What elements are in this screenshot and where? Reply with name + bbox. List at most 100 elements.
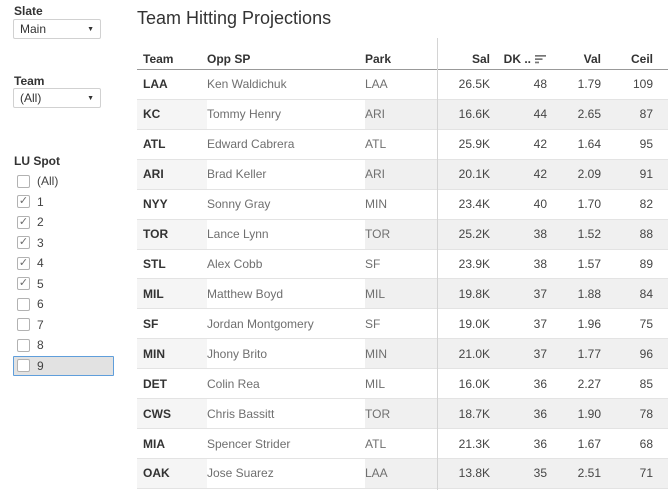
checkbox[interactable]: ✓ [17, 277, 30, 291]
cell-sal[interactable]: 23.9K [458, 256, 490, 271]
sort-descending-icon[interactable] [535, 54, 547, 64]
cell-dk[interactable]: 35 [490, 458, 547, 488]
cell-team[interactable]: CWS [137, 399, 207, 429]
cell-park[interactable]: LAA [365, 458, 437, 488]
lu-spot-option[interactable]: ✓ 1 [13, 192, 114, 213]
table-row[interactable]: ARI Brad Keller ARI 20.1K 42 2.09 91 [137, 159, 668, 190]
checkbox-label[interactable]: (All) [37, 174, 59, 189]
cell-val[interactable]: 2.09 [547, 159, 601, 189]
cell-sal[interactable]: 21.3K [458, 436, 490, 451]
cell-ceil[interactable]: 82 [639, 197, 653, 212]
table-row[interactable]: TOR Lance Lynn TOR 25.2K 38 1.52 88 [137, 219, 668, 250]
cell-dk[interactable]: 44 [490, 99, 547, 129]
checkbox-label[interactable]: 5 [37, 276, 44, 291]
cell-oppsp[interactable]: Jhony Brito [207, 339, 365, 369]
cell-park[interactable]: MIN [365, 339, 437, 369]
table-row[interactable]: STL Alex Cobb SF 23.9K 38 1.57 89 [137, 250, 668, 280]
checkbox-label[interactable]: 6 [37, 297, 44, 312]
cell-val[interactable]: 1.88 [547, 279, 601, 309]
cell-val[interactable]: 2.65 [547, 99, 601, 129]
cell-ceil[interactable]: 109 [632, 77, 653, 92]
cell-ceil[interactable]: 91 [601, 159, 653, 189]
cell-val[interactable]: 1.96 [577, 316, 601, 331]
lu-spot-option[interactable]: 9 [13, 355, 114, 376]
checkbox[interactable] [17, 338, 30, 352]
lu-spot-option[interactable]: ✓ 2 [13, 212, 114, 233]
column-header-val[interactable]: Val [583, 51, 601, 66]
checkbox[interactable]: ✓ [17, 236, 30, 250]
cell-val[interactable]: 1.70 [577, 197, 601, 212]
cell-dk[interactable]: 36 [490, 399, 547, 429]
cell-park[interactable]: ATL [365, 436, 387, 451]
cell-dk[interactable]: 42 [490, 159, 547, 189]
cell-val[interactable]: 1.67 [577, 436, 601, 451]
cell-oppsp[interactable]: Chris Bassitt [207, 399, 365, 429]
cell-team[interactable]: NYY [143, 197, 168, 212]
cell-team[interactable]: DET [143, 376, 167, 391]
slate-dropdown[interactable]: Main ▼ [13, 19, 101, 39]
cell-park[interactable]: TOR [365, 219, 437, 249]
table-row[interactable]: OAK Jose Suarez LAA 13.8K 35 2.51 71 [137, 458, 668, 489]
column-header-park[interactable]: Park [365, 51, 392, 66]
column-header-sal[interactable]: Sal [471, 51, 490, 66]
lu-spot-option[interactable]: 8 [13, 335, 114, 356]
cell-sal[interactable]: 23.4K [458, 197, 490, 212]
checkbox-label[interactable]: 1 [37, 194, 44, 209]
cell-ceil[interactable]: 75 [639, 316, 653, 331]
checkbox[interactable]: ✓ [17, 195, 30, 209]
cell-sal[interactable]: 16.0K [458, 376, 490, 391]
column-header-team[interactable]: Team [143, 51, 174, 66]
cell-oppsp[interactable]: Alex Cobb [207, 256, 263, 271]
cell-val[interactable]: 1.57 [577, 256, 601, 271]
cell-oppsp[interactable]: Brad Keller [207, 159, 365, 189]
cell-val[interactable]: 2.27 [577, 376, 601, 391]
cell-team[interactable]: STL [143, 256, 166, 271]
checkbox-label[interactable]: 7 [37, 317, 44, 332]
cell-dk[interactable]: 36 [533, 436, 547, 451]
cell-oppsp[interactable]: Jose Suarez [207, 458, 365, 488]
lu-spot-option[interactable]: ✓ 4 [13, 253, 114, 274]
cell-oppsp[interactable]: Colin Rea [207, 376, 260, 391]
cell-sal[interactable]: 19.0K [458, 316, 490, 331]
checkbox[interactable]: ✓ [17, 256, 30, 270]
cell-ceil[interactable]: 96 [601, 339, 653, 369]
cell-park[interactable]: SF [365, 316, 381, 331]
cell-val[interactable]: 1.79 [577, 77, 601, 92]
cell-ceil[interactable]: 68 [639, 436, 653, 451]
table-row[interactable]: NYY Sonny Gray MIN 23.4K 40 1.70 82 [137, 190, 668, 220]
cell-park[interactable]: ATL [365, 137, 387, 152]
lu-spot-option[interactable]: ✓ 5 [13, 274, 114, 295]
checkbox-label[interactable]: 2 [37, 215, 44, 230]
cell-park[interactable]: MIN [365, 197, 387, 212]
cell-dk[interactable]: 40 [533, 197, 547, 212]
cell-team[interactable]: KC [137, 99, 207, 129]
checkbox-label[interactable]: 8 [37, 338, 44, 353]
cell-park[interactable]: LAA [365, 77, 388, 92]
table-row[interactable]: MIN Jhony Brito MIN 21.0K 37 1.77 96 [137, 339, 668, 370]
cell-team[interactable]: ATL [143, 137, 166, 152]
cell-sal[interactable]: 20.1K [437, 159, 490, 189]
cell-ceil[interactable]: 95 [639, 137, 653, 152]
cell-team[interactable]: LAA [143, 77, 168, 92]
team-dropdown[interactable]: (All) ▼ [13, 88, 101, 108]
cell-sal[interactable]: 25.2K [437, 219, 490, 249]
cell-ceil[interactable]: 84 [601, 279, 653, 309]
cell-ceil[interactable]: 88 [601, 219, 653, 249]
lu-spot-option[interactable]: (All) [13, 171, 114, 192]
checkbox[interactable] [17, 297, 30, 311]
cell-ceil[interactable]: 89 [639, 256, 653, 271]
cell-sal[interactable]: 19.8K [437, 279, 490, 309]
cell-val[interactable]: 1.64 [577, 137, 601, 152]
cell-dk[interactable]: 36 [533, 376, 547, 391]
checkbox-label[interactable]: 9 [37, 358, 44, 373]
cell-dk[interactable]: 37 [490, 339, 547, 369]
table-row[interactable]: DET Colin Rea MIL 16.0K 36 2.27 85 [137, 369, 668, 400]
cell-oppsp[interactable]: Ken Waldichuk [207, 77, 287, 92]
cell-team[interactable]: ARI [137, 159, 207, 189]
cell-oppsp[interactable]: Spencer Strider [207, 436, 291, 451]
cell-oppsp[interactable]: Jordan Montgomery [207, 316, 314, 331]
lu-spot-option[interactable]: ✓ 3 [13, 233, 114, 254]
table-row[interactable]: MIA Spencer Strider ATL 21.3K 36 1.67 68 [137, 429, 668, 459]
cell-ceil[interactable]: 87 [601, 99, 653, 129]
cell-ceil[interactable]: 71 [601, 458, 653, 488]
